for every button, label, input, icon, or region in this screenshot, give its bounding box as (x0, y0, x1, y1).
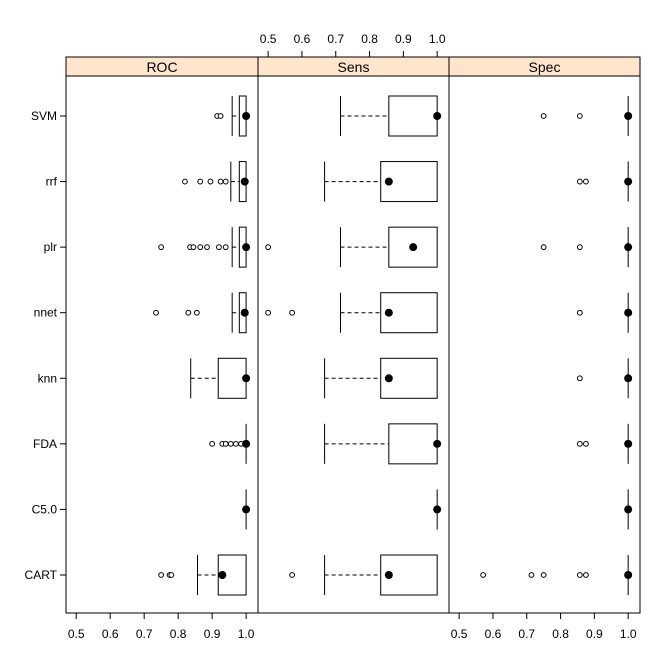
x-tick-label: 0.6 (294, 32, 311, 46)
outlier-point-roc-rrf (217, 178, 224, 185)
outlier-point-roc-nnet (193, 309, 200, 316)
outlier-point-sens-nnet (289, 309, 296, 316)
median-dot-spec-rrf (624, 177, 633, 186)
plot-frame (65, 56, 641, 614)
box-roc-cart (217, 554, 247, 596)
outlier-point-roc-rrf (207, 178, 214, 185)
outlier-point-spec-knn (576, 375, 583, 382)
x-tick-label: 0.9 (395, 32, 412, 46)
y-tick-label-knn: knn (38, 371, 57, 385)
median-dot-roc-c5-0 (242, 505, 251, 514)
median-dot-sens-cart (384, 571, 393, 579)
outlier-point-sens-cart (289, 572, 296, 578)
median-dot-sens-fda (433, 439, 442, 448)
x-tick-label: 0.9 (204, 627, 221, 641)
median-dot-sens-nnet (384, 308, 393, 317)
strip-label-sens: Sens (338, 59, 370, 75)
strip-label-roc: ROC (146, 59, 177, 75)
outlier-point-roc-plr (197, 244, 204, 251)
x-tick-label: 0.5 (451, 627, 468, 641)
x-tick-label: 0.8 (361, 32, 378, 46)
median-dot-sens-svm (433, 112, 442, 120)
outlier-point-spec-cart (583, 572, 589, 578)
x-tick-label: 0.7 (518, 627, 535, 641)
median-dot-spec-plr (624, 243, 633, 252)
median-dot-roc-knn (242, 374, 251, 383)
median-dot-sens-knn (384, 374, 393, 383)
outlier-point-roc-plr (216, 244, 222, 251)
median-dot-sens-c5-0 (433, 505, 442, 514)
outlier-point-roc-fda (222, 440, 229, 447)
outlier-point-roc-svm (217, 113, 224, 119)
outlier-point-spec-plr (576, 244, 583, 251)
median-dot-spec-nnet (624, 308, 633, 317)
x-tick-label: 0.5 (260, 32, 277, 46)
outlier-point-roc-rrf (222, 178, 229, 185)
outlier-point-roc-nnet (153, 309, 159, 316)
x-tick-label: 0.8 (170, 627, 187, 641)
outlier-point-spec-svm (540, 113, 547, 119)
median-dot-roc-svm (242, 112, 251, 120)
median-dot-roc-rrf (240, 177, 249, 186)
x-tick-label: 0.7 (327, 32, 344, 46)
outlier-point-roc-plr (222, 244, 229, 251)
x-tick-label: 0.8 (552, 627, 569, 641)
outlier-point-spec-plr (540, 244, 547, 251)
outlier-point-roc-fda (227, 440, 234, 447)
outlier-point-sens-plr (265, 244, 272, 251)
y-tick-label-nnet: nnet (34, 306, 58, 320)
outlier-point-roc-plr (158, 244, 165, 251)
median-dot-roc-fda (242, 439, 251, 448)
outlier-point-roc-fda (233, 440, 239, 447)
box-sens-svm (388, 95, 438, 137)
x-tick-label: 0.5 (68, 627, 85, 641)
x-tick-label: 1.0 (429, 32, 446, 46)
outlier-point-spec-cart (528, 572, 535, 578)
median-dot-spec-svm (624, 112, 633, 120)
median-dot-spec-c5-0 (624, 505, 633, 514)
outlier-point-spec-cart (540, 572, 547, 578)
y-tick-label-plr: plr (44, 240, 57, 254)
outlier-point-spec-cart (480, 572, 487, 578)
y-tick-label-svm: SVM (31, 109, 57, 123)
outlier-point-roc-cart (158, 572, 165, 578)
x-tick-label: 0.9 (586, 627, 603, 641)
outlier-point-roc-cart (168, 572, 175, 578)
x-tick-label: 0.7 (136, 627, 153, 641)
outlier-point-roc-nnet (185, 309, 192, 316)
median-dot-roc-plr (242, 243, 251, 252)
outlier-point-spec-nnet (576, 309, 583, 316)
box-sens-fda (388, 423, 438, 465)
x-tick-label: 1.0 (620, 627, 637, 641)
outlier-point-roc-plr (190, 244, 197, 251)
outlier-point-spec-cart (576, 572, 583, 578)
outlier-point-spec-rrf (583, 178, 589, 185)
outlier-point-roc-rrf (182, 178, 188, 185)
y-tick-label-fda: FDA (33, 437, 57, 451)
outlier-point-sens-nnet (265, 309, 272, 316)
strip-label-spec: Spec (529, 59, 561, 75)
outlier-point-spec-fda (583, 440, 589, 447)
median-dot-roc-cart (218, 571, 227, 579)
median-dot-sens-plr (409, 243, 418, 252)
median-dot-spec-fda (624, 439, 633, 448)
y-tick-label-rrf: rrf (46, 175, 58, 189)
median-dot-spec-cart (624, 571, 633, 579)
outlier-point-spec-rrf (576, 178, 583, 185)
x-tick-label: 1.0 (238, 627, 255, 641)
outlier-point-spec-fda (576, 440, 583, 447)
median-dot-sens-rrf (384, 177, 393, 186)
x-tick-label: 0.6 (102, 627, 119, 641)
outlier-point-roc-rrf (197, 178, 204, 185)
x-tick-label: 0.6 (485, 627, 502, 641)
y-tick-label-c5-0: C5.0 (32, 502, 58, 516)
median-dot-spec-knn (624, 374, 633, 383)
y-tick-label-cart: CART (25, 568, 58, 582)
outlier-point-roc-fda (209, 440, 216, 447)
median-dot-roc-nnet (240, 308, 249, 317)
outlier-point-spec-svm (576, 113, 583, 119)
outlier-point-roc-plr (204, 244, 210, 251)
box-roc-knn (217, 357, 247, 399)
